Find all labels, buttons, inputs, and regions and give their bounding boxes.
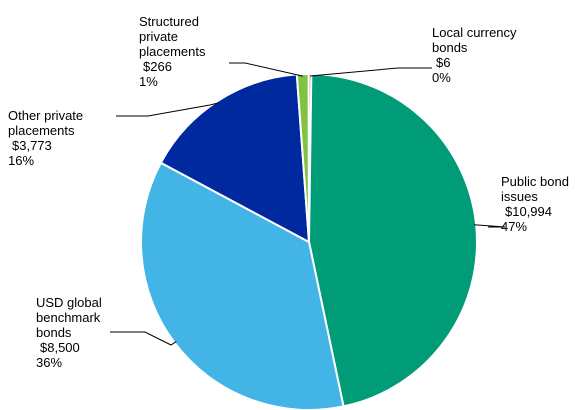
label-other-private-placements: Other private placements $3,773 16% [8, 108, 83, 168]
label-other-private-pct: 16% [8, 153, 35, 168]
label-usd-global-line1: USD global [36, 295, 102, 310]
label-public-bond-issues-pct: 47% [501, 219, 528, 234]
label-structured-value: $266 [143, 59, 172, 74]
label-structured-line1: Structured [139, 14, 199, 29]
label-structured-private-placements: Structured private placements $266 1% [139, 14, 205, 89]
label-local-currency-bonds: Local currency bonds $6 0% [432, 25, 517, 85]
label-usd-global-line2: benchmark [36, 310, 101, 325]
leader-line-usd-global-benchmark-bonds [110, 331, 177, 346]
pie-slice-public-bond-issues [308, 72, 478, 408]
label-local-currency-pct: 0% [432, 70, 451, 85]
label-local-currency-value: $6 [436, 55, 451, 70]
label-public-bond-issues-line2: issues [501, 189, 538, 204]
label-public-bond-issues-line1: Public bond [501, 174, 569, 189]
label-usd-global-pct: 36% [36, 355, 63, 370]
label-public-bond-issues-value: $10,994 [505, 204, 552, 219]
label-public-bond-issues: Public bond issues $10,994 47% [501, 174, 569, 234]
label-structured-pct: 1% [139, 74, 158, 89]
leader-line-structured-private-placements [229, 62, 303, 77]
leader-line-public-bond-issues [474, 224, 506, 228]
label-other-private-line2: placements [8, 123, 75, 138]
leader-line-other-private-placements [116, 102, 219, 117]
label-usd-global-value: $8,500 [40, 340, 80, 355]
label-usd-global-benchmark-bonds: USD global benchmark bonds $8,500 36% [36, 295, 102, 370]
label-local-currency-line2: bonds [432, 40, 468, 55]
label-structured-line2: private [139, 29, 179, 44]
label-usd-global-line3: bonds [36, 325, 72, 340]
label-other-private-line1: Other private [8, 108, 84, 123]
leader-line-local-currency-bonds [309, 67, 432, 77]
label-other-private-value: $3,773 [12, 138, 52, 153]
pie-slice-local-currency-bonds [307, 72, 313, 243]
label-local-currency-line1: Local currency [432, 25, 517, 40]
pie-slice-other-private-placements [159, 73, 311, 244]
label-structured-line3: placements [139, 44, 206, 59]
